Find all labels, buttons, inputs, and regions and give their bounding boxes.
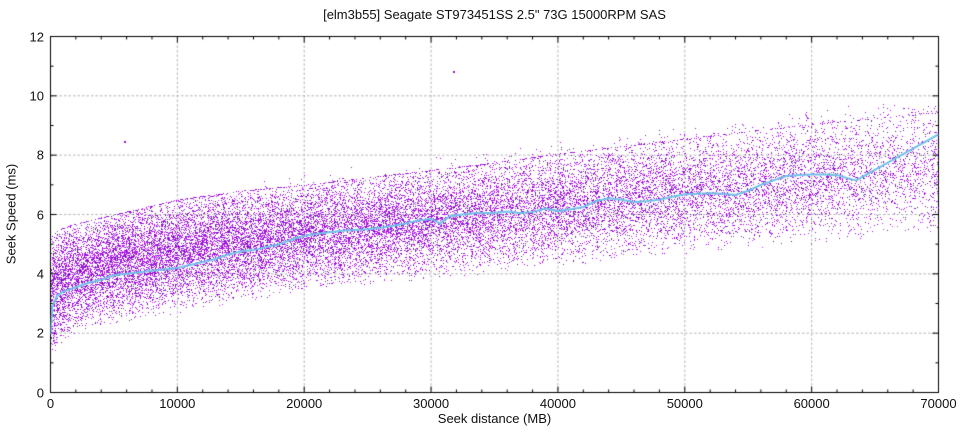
y-tick-label: 6 xyxy=(36,207,44,222)
x-tick-label: 60000 xyxy=(793,396,830,411)
y-tick-label: 10 xyxy=(29,88,44,104)
x-tick-label: 30000 xyxy=(412,396,450,411)
x-tick-label: 10000 xyxy=(159,396,196,411)
y-tick-label: 2 xyxy=(36,325,44,341)
x-tick-label: 40000 xyxy=(539,396,576,411)
y-tick-label: 8 xyxy=(36,147,44,163)
x-tick-label: 70000 xyxy=(920,396,957,411)
y-tick-label: 4 xyxy=(36,266,44,282)
x-tick-label: 0 xyxy=(46,396,55,411)
x-axis-label: Seek distance (MB) xyxy=(437,411,552,426)
x-tick-label: 50000 xyxy=(666,396,703,411)
y-tick-label: 12 xyxy=(29,29,44,44)
y-tick-label: 0 xyxy=(36,385,44,400)
chart-title: [elm3b55] Seagate ST973451SS 2.5" 73G 15… xyxy=(323,7,666,22)
x-tick-label: 20000 xyxy=(286,396,323,411)
